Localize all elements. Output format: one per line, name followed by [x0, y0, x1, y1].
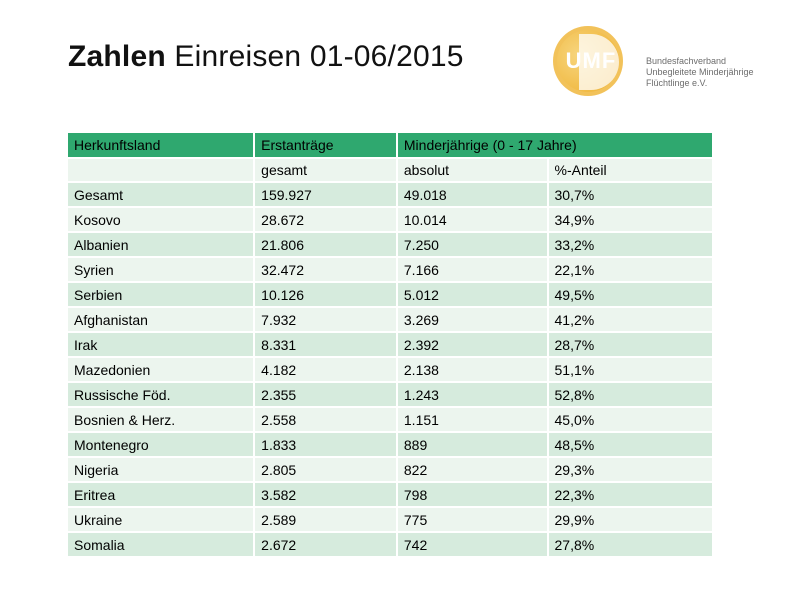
- cell-gesamt: 21.806: [255, 233, 398, 258]
- cell-land: Gesamt: [68, 183, 256, 208]
- data-table: Herkunftsland Erstanträge Minderjährige …: [68, 133, 714, 558]
- cell-gesamt: 32.472: [255, 258, 398, 283]
- table-row: Afghanistan 7.932 3.269 41,2%: [68, 308, 714, 333]
- logo-line-2: Unbegleitete Minderjährige: [646, 67, 754, 77]
- cell-absolut: 775: [397, 508, 549, 533]
- cell-absolut: 889: [397, 433, 549, 458]
- table-row: Nigeria 2.805 822 29,3%: [68, 458, 714, 483]
- cell-land: Ukraine: [68, 508, 256, 533]
- logo-line-1: Bundesfachverband: [646, 56, 727, 66]
- cell-anteil: 52,8%: [548, 383, 714, 408]
- cell-land: Eritrea: [68, 483, 256, 508]
- logo-text: Bundesfachverband Unbegleitete Minderjäh…: [646, 56, 786, 89]
- table-row: Irak 8.331 2.392 28,7%: [68, 333, 714, 358]
- cell-absolut: 7.166: [397, 258, 549, 283]
- cell-anteil: 29,9%: [548, 508, 714, 533]
- cell-gesamt: 2.589: [255, 508, 398, 533]
- subheader-absolut: absolut: [397, 159, 549, 183]
- subheader-empty: [68, 159, 256, 183]
- cell-gesamt: 1.833: [255, 433, 398, 458]
- cell-anteil: 51,1%: [548, 358, 714, 383]
- cell-gesamt: 2.558: [255, 408, 398, 433]
- logo-line-3: Flüchtlinge e.V.: [646, 78, 708, 88]
- page-title: Zahlen Einreisen 01-06/2015: [68, 40, 464, 74]
- title-rest: Einreisen 01-06/2015: [165, 40, 464, 73]
- cell-gesamt: 8.331: [255, 333, 398, 358]
- header-herkunftsland: Herkunftsland: [68, 133, 256, 159]
- cell-gesamt: 2.805: [255, 458, 398, 483]
- subheader-gesamt: gesamt: [255, 159, 398, 183]
- cell-absolut: 5.012: [397, 283, 549, 308]
- subheader-anteil: %-Anteil: [548, 159, 714, 183]
- cell-anteil: 22,3%: [548, 483, 714, 508]
- cell-gesamt: 2.355: [255, 383, 398, 408]
- cell-anteil: 28,7%: [548, 333, 714, 358]
- cell-gesamt: 7.932: [255, 308, 398, 333]
- table-row: Ukraine 2.589 775 29,9%: [68, 508, 714, 533]
- table-row: Kosovo 28.672 10.014 34,9%: [68, 208, 714, 233]
- cell-anteil: 48,5%: [548, 433, 714, 458]
- cell-absolut: 49.018: [397, 183, 549, 208]
- table-row: Russische Föd. 2.355 1.243 52,8%: [68, 383, 714, 408]
- cell-absolut: 7.250: [397, 233, 549, 258]
- cell-gesamt: 10.126: [255, 283, 398, 308]
- cell-absolut: 742: [397, 533, 549, 558]
- cell-absolut: 798: [397, 483, 549, 508]
- cell-gesamt: 28.672: [255, 208, 398, 233]
- cell-land: Bosnien & Herz.: [68, 408, 256, 433]
- cell-land: Mazedonien: [68, 358, 256, 383]
- cell-land: Syrien: [68, 258, 256, 283]
- cell-anteil: 34,9%: [548, 208, 714, 233]
- cell-land: Russische Föd.: [68, 383, 256, 408]
- cell-absolut: 10.014: [397, 208, 549, 233]
- cell-absolut: 2.138: [397, 358, 549, 383]
- title-bold: Zahlen: [68, 40, 166, 73]
- table-row: Montenegro 1.833 889 48,5%: [68, 433, 714, 458]
- cell-absolut: 1.151: [397, 408, 549, 433]
- cell-gesamt: 2.672: [255, 533, 398, 558]
- cell-absolut: 2.392: [397, 333, 549, 358]
- table-row: Albanien 21.806 7.250 33,2%: [68, 233, 714, 258]
- cell-absolut: 1.243: [397, 383, 549, 408]
- table-row: Bosnien & Herz. 2.558 1.151 45,0%: [68, 408, 714, 433]
- cell-gesamt: 159.927: [255, 183, 398, 208]
- cell-land: Nigeria: [68, 458, 256, 483]
- cell-anteil: 45,0%: [548, 408, 714, 433]
- cell-absolut: 3.269: [397, 308, 549, 333]
- table-subheader-row: gesamt absolut %-Anteil: [68, 159, 714, 183]
- cell-anteil: 41,2%: [548, 308, 714, 333]
- cell-anteil: 33,2%: [548, 233, 714, 258]
- cell-anteil: 49,5%: [548, 283, 714, 308]
- header-erstantraege: Erstanträge: [255, 133, 398, 159]
- table-row: Mazedonien 4.182 2.138 51,1%: [68, 358, 714, 383]
- cell-land: Afghanistan: [68, 308, 256, 333]
- cell-land: Serbien: [68, 283, 256, 308]
- cell-land: Somalia: [68, 533, 256, 558]
- cell-gesamt: 4.182: [255, 358, 398, 383]
- cell-anteil: 29,3%: [548, 458, 714, 483]
- cell-anteil: 27,8%: [548, 533, 714, 558]
- cell-gesamt: 3.582: [255, 483, 398, 508]
- cell-land: Irak: [68, 333, 256, 358]
- cell-land: Kosovo: [68, 208, 256, 233]
- table-header-row: Herkunftsland Erstanträge Minderjährige …: [68, 133, 714, 159]
- header-minderjaehrige: Minderjährige (0 - 17 Jahre): [397, 133, 714, 159]
- table-row: Serbien 10.126 5.012 49,5%: [68, 283, 714, 308]
- umf-logo-icon: UMF: [553, 26, 623, 96]
- table-row: Somalia 2.672 742 27,8%: [68, 533, 714, 558]
- cell-absolut: 822: [397, 458, 549, 483]
- table-row: Eritrea 3.582 798 22,3%: [68, 483, 714, 508]
- cell-anteil: 22,1%: [548, 258, 714, 283]
- cell-land: Albanien: [68, 233, 256, 258]
- cell-land: Montenegro: [68, 433, 256, 458]
- table-row: Gesamt 159.927 49.018 30,7%: [68, 183, 714, 208]
- cell-anteil: 30,7%: [548, 183, 714, 208]
- logo-mark: UMF: [565, 48, 617, 73]
- table-row: Syrien 32.472 7.166 22,1%: [68, 258, 714, 283]
